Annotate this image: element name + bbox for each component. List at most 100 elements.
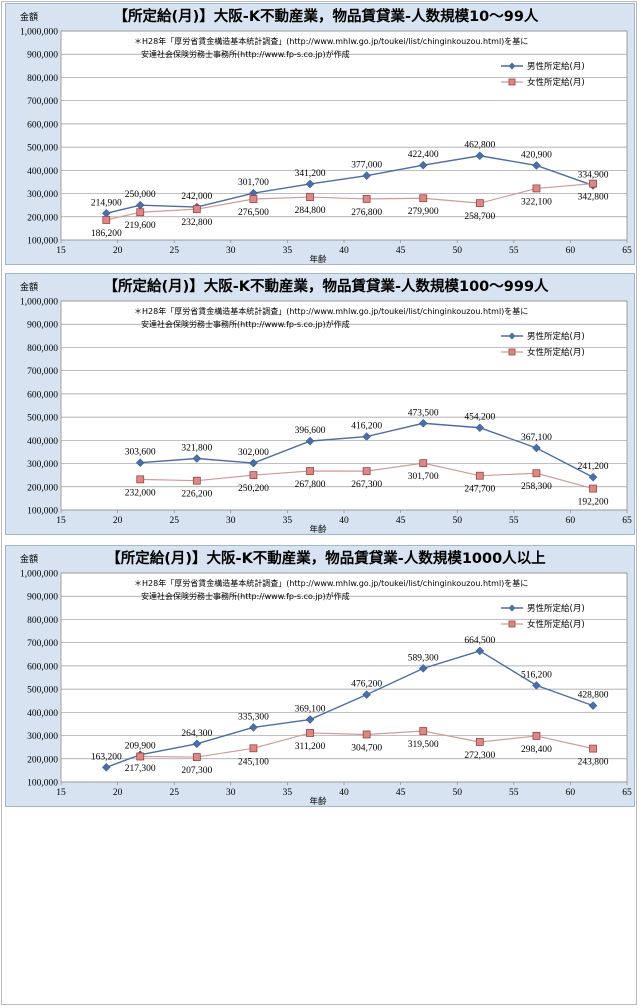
x-tick-label: 20: [113, 246, 123, 256]
y-tick-label: 600,000: [27, 120, 58, 130]
data-label: 341,200: [295, 169, 326, 179]
legend-label-female: 女性所定給(月): [527, 77, 585, 88]
legend-label-male: 男性所定給(月): [527, 603, 585, 614]
series-line-male: [106, 650, 594, 768]
y-tick-label: 200,000: [27, 213, 58, 223]
data-label: 267,300: [351, 480, 382, 490]
data-label: 420,900: [521, 150, 552, 160]
data-point-female: [532, 184, 541, 193]
data-label: 302,000: [238, 448, 269, 458]
data-point-male: [362, 690, 371, 699]
data-label: 242,000: [181, 192, 212, 202]
source-note-line-2: 安達社会保険労務士事務所(http://www.fp-s.co.jp)が作成: [141, 319, 350, 329]
y-tick-label: 400,000: [27, 437, 58, 447]
legend-marker-male: [508, 332, 516, 340]
legend-marker-female: [508, 620, 516, 628]
data-point-male: [475, 423, 485, 433]
x-tick-label: 55: [509, 246, 519, 256]
data-label: 284,800: [295, 206, 326, 216]
data-point-female: [192, 205, 201, 214]
x-tick-label: 60: [566, 516, 576, 526]
x-tick-label: 30: [226, 246, 236, 256]
data-label: 377,000: [351, 161, 382, 171]
y-tick-label: 800,000: [27, 344, 58, 354]
y-tick-label: 900,000: [27, 51, 58, 61]
data-point-male: [418, 664, 428, 673]
data-point-male: [418, 160, 428, 170]
x-tick-label: 65: [622, 246, 632, 256]
data-label: 258,300: [521, 482, 552, 492]
source-note-line-1: ＊H28年「厚労省賃金構造基本統計調査」(http://www.mhlw.go.…: [134, 578, 528, 588]
data-label: 311,200: [295, 742, 326, 752]
data-label: 258,700: [464, 212, 495, 222]
data-point-male: [192, 739, 202, 749]
data-label: 301,700: [408, 472, 439, 482]
data-point-female: [249, 744, 258, 753]
data-point-male: [532, 680, 541, 690]
data-label: 454,200: [464, 413, 495, 423]
y-tick-label: 100,000: [27, 507, 58, 517]
chart-title: 【所定給(月)】大阪-K不動産業，物品賃貸業-人数規模10～99人: [114, 7, 539, 25]
data-label: 245,100: [238, 757, 269, 767]
data-label: 241,200: [578, 462, 609, 472]
data-label: 367,100: [521, 433, 552, 443]
y-tick-label: 1,000,000: [20, 570, 58, 580]
data-point-female: [475, 471, 484, 480]
legend-marker-male: [508, 604, 516, 612]
data-point-female: [136, 475, 145, 484]
data-point-male: [305, 715, 315, 724]
x-tick-label: 20: [113, 516, 123, 526]
data-label: 369,100: [295, 705, 326, 715]
data-point-female: [475, 738, 484, 746]
x-tick-label: 35: [283, 516, 293, 526]
y-tick-label: 100,000: [27, 779, 58, 789]
x-tick-label: 50: [452, 246, 462, 256]
x-tick-label: 35: [283, 246, 293, 256]
data-label: 396,600: [295, 426, 326, 436]
data-point-male: [305, 436, 315, 446]
x-tick-label: 55: [509, 516, 519, 526]
data-label: 226,200: [181, 490, 212, 500]
y-tick-label: 300,000: [27, 190, 58, 200]
data-label: 219,600: [125, 221, 156, 231]
data-label: 276,800: [351, 208, 382, 218]
data-point-male: [305, 179, 315, 189]
x-tick-label: 15: [56, 516, 66, 526]
data-point-female: [136, 752, 145, 761]
y-tick-label: 900,000: [27, 593, 58, 603]
data-point-male: [249, 723, 258, 732]
data-point-male: [588, 701, 598, 710]
y-tick-label: 600,000: [27, 390, 58, 400]
data-label: 589,300: [408, 653, 439, 663]
chart-title: 【所定給(月)】大阪-K不動産業，物品賃貸業-人数規模100～999人: [103, 277, 549, 295]
data-label: 304,700: [351, 743, 382, 753]
chart-svg: 100,000 200,000 300,000 400,000 500,000 600,0…: [20, 549, 632, 807]
data-label: 243,800: [578, 758, 609, 768]
data-point-female: [362, 467, 371, 476]
data-point-female: [419, 459, 428, 468]
legend-marker-female: [508, 348, 516, 356]
y-tick-label: 300,000: [27, 460, 58, 470]
data-point-female: [589, 744, 597, 753]
legend-label-female: 女性所定給(月): [527, 347, 585, 358]
data-label: 247,700: [464, 485, 495, 495]
data-point-male: [418, 418, 428, 428]
chart-panel-3: 100,000 200,000 300,000 400,000 500,000 600,0…: [5, 545, 635, 807]
y-axis-label: 金額: [20, 281, 38, 293]
y-tick-label: 1,000,000: [20, 298, 58, 308]
data-point-female: [306, 193, 314, 201]
y-tick-label: 400,000: [27, 167, 58, 177]
data-point-female: [589, 179, 597, 188]
data-label: 217,300: [125, 764, 156, 774]
data-point-male: [249, 458, 258, 468]
x-axis-label: 年齢: [309, 796, 327, 807]
x-tick-label: 65: [622, 788, 632, 798]
data-point-female: [249, 195, 258, 203]
y-tick-label: 700,000: [27, 367, 58, 377]
y-tick-label: 700,000: [27, 639, 58, 649]
data-label: 232,800: [181, 218, 212, 228]
x-tick-label: 25: [169, 246, 179, 256]
data-label: 335,300: [238, 712, 269, 722]
x-tick-label: 20: [113, 788, 123, 798]
y-tick-label: 800,000: [27, 74, 58, 84]
